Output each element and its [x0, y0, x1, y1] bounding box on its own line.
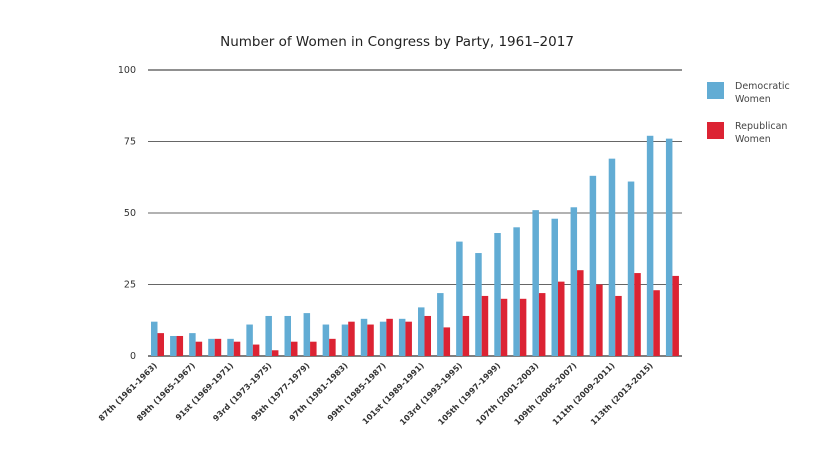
legend: Democratic Women Republican Women	[707, 81, 790, 145]
bar-democratic	[227, 338, 234, 356]
bar-republican	[195, 341, 203, 356]
bar-republican	[481, 295, 489, 356]
x-tick-label: 113th (2013-2015)	[589, 361, 655, 427]
bar-democratic	[341, 324, 349, 356]
bar-republican	[214, 338, 222, 356]
y-tick-label: 0	[130, 351, 136, 362]
x-tick-label: 109th (2005-2007)	[513, 361, 579, 427]
bar-democratic	[494, 233, 501, 356]
y-axis: 0 25 50 75 100	[118, 65, 136, 362]
bar-republican	[329, 338, 336, 356]
bar-republican	[615, 295, 622, 356]
bar-republican	[176, 335, 184, 356]
bar-republican	[291, 341, 298, 356]
bar-democratic	[398, 318, 406, 356]
bar-republican	[672, 275, 679, 356]
legend-label-democratic-2: Women	[735, 94, 771, 105]
bar-republican	[424, 315, 431, 356]
bar-republican	[519, 298, 527, 356]
y-tick-label: 50	[124, 208, 136, 219]
bar-republican	[233, 341, 241, 356]
y-tick-label: 75	[124, 137, 136, 148]
bar-republican	[500, 298, 508, 356]
bar-republican	[405, 321, 412, 356]
bar-republican	[271, 350, 279, 356]
bar-republican	[538, 293, 546, 356]
x-tick-label: 107th (2001-2003)	[474, 361, 540, 427]
bar-democratic	[665, 138, 673, 356]
bar-republican	[310, 341, 317, 356]
bars	[151, 135, 679, 356]
x-tick-label: 103rd (1993-1995)	[398, 361, 464, 427]
bar-democratic	[265, 315, 272, 356]
bar-democratic	[151, 321, 158, 356]
bar-democratic	[551, 218, 558, 356]
legend-swatch-democratic	[707, 82, 724, 99]
bar-democratic	[437, 293, 444, 356]
bar-democratic	[360, 318, 368, 356]
bar-democratic	[608, 158, 616, 356]
bar-democratic	[589, 175, 597, 356]
bar-democratic	[284, 315, 291, 356]
x-tick-label: 105th (1997-1999)	[436, 361, 502, 427]
bar-democratic	[456, 241, 463, 356]
bar-republican	[348, 321, 355, 356]
bar-democratic	[418, 307, 425, 356]
bar-democratic	[246, 324, 253, 356]
y-tick-label: 25	[124, 280, 136, 291]
bar-republican	[367, 324, 374, 356]
bar-republican	[634, 273, 641, 356]
x-tick-label: 111th (2009-2011)	[551, 361, 617, 427]
bar-republican	[653, 290, 660, 356]
y-tick-label: 100	[118, 65, 136, 76]
chart-title: Number of Women in Congress by Party, 19…	[220, 34, 574, 50]
bar-democratic	[322, 324, 330, 356]
bar-republican	[558, 281, 565, 356]
bar-democratic	[646, 135, 654, 356]
bar-democratic	[170, 335, 177, 356]
x-axis: 87th (1961-1963)89th (1965-1967)91st (19…	[97, 361, 655, 427]
legend-label-democratic: Democratic	[735, 81, 790, 92]
bar-democratic	[189, 333, 196, 356]
bar-republican	[157, 333, 164, 356]
bar-democratic	[513, 227, 520, 356]
bar-republican	[462, 315, 470, 356]
bar-republican	[386, 318, 393, 356]
bar-republican	[443, 327, 451, 356]
bar-democratic	[532, 210, 539, 356]
bar-democratic	[208, 338, 215, 356]
bar-democratic	[303, 313, 311, 356]
legend-label-republican: Republican	[735, 121, 787, 132]
legend-label-republican-2: Women	[735, 134, 771, 145]
bar-democratic	[570, 207, 578, 356]
bar-democratic	[475, 253, 482, 356]
bar-democratic	[379, 321, 387, 356]
bar-democratic	[627, 181, 635, 356]
legend-swatch-republican	[707, 122, 724, 139]
bar-republican	[596, 284, 603, 356]
bar-republican	[252, 344, 260, 356]
bar-republican	[577, 270, 584, 356]
